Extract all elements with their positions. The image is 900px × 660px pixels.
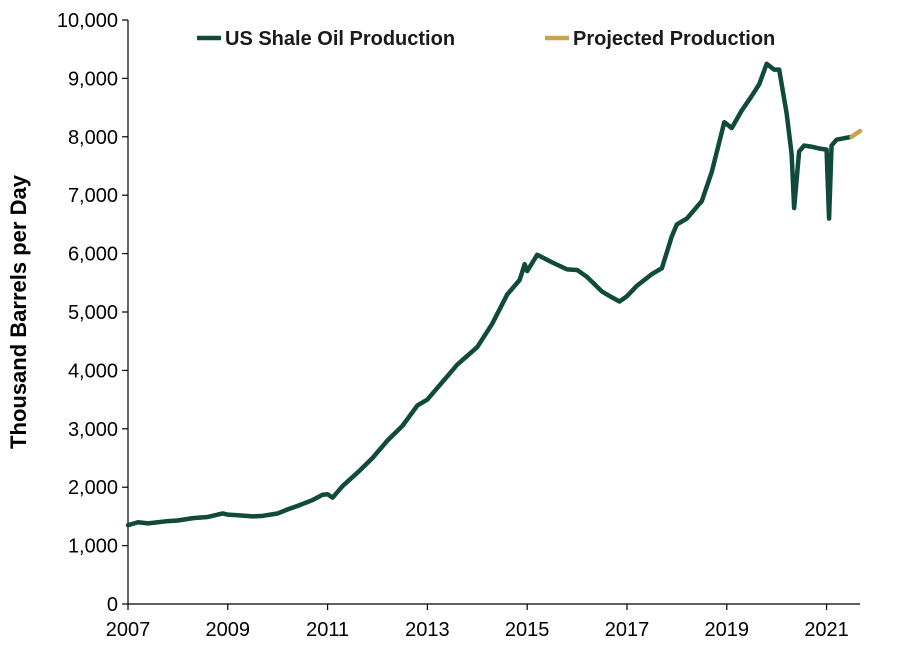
y-tick-label: 0 [107, 594, 118, 616]
axes [122, 19, 860, 610]
x-tick-label: 2007 [106, 619, 151, 641]
y-axis-title-group: Thousand Barrels per Day [6, 174, 31, 449]
x-tick-label: 2013 [405, 619, 450, 641]
y-tick-label: 8,000 [68, 127, 118, 149]
y-axis-title: Thousand Barrels per Day [6, 174, 31, 449]
y-tick-label: 1,000 [68, 536, 118, 558]
x-tick-label: 2009 [206, 619, 251, 641]
series-line-projected-production [849, 128, 863, 140]
y-tick-label: 3,000 [68, 419, 118, 441]
y-tick-label: 6,000 [68, 244, 118, 266]
series-lines [125, 61, 863, 528]
x-tick-label: 2019 [705, 619, 750, 641]
x-tick-label: 2021 [804, 619, 849, 641]
y-tick-label: 2,000 [68, 477, 118, 499]
y-tick-labels: 0 1,000 2,000 3,000 4,000 5,000 6,000 7,000 8,00… [57, 10, 118, 616]
legend: US Shale Oil Production Projected Product… [197, 28, 775, 50]
x-tick-labels: 2007 2009 2011 2013 2015 2017 2019 2021 [106, 619, 849, 641]
y-tick-label: 7,000 [68, 185, 118, 207]
y-tick-label: 10,000 [57, 10, 118, 32]
legend-label: US Shale Oil Production [225, 28, 455, 50]
y-tick-label: 4,000 [68, 360, 118, 382]
legend-label: Projected Production [573, 28, 775, 50]
y-tick-label: 5,000 [68, 302, 118, 324]
y-tick-label: 9,000 [68, 68, 118, 90]
x-tick-label: 2015 [505, 619, 550, 641]
series-line-us-shale-oil-production [125, 61, 854, 528]
x-tick-label: 2017 [605, 619, 650, 641]
x-tick-label: 2011 [306, 619, 349, 641]
